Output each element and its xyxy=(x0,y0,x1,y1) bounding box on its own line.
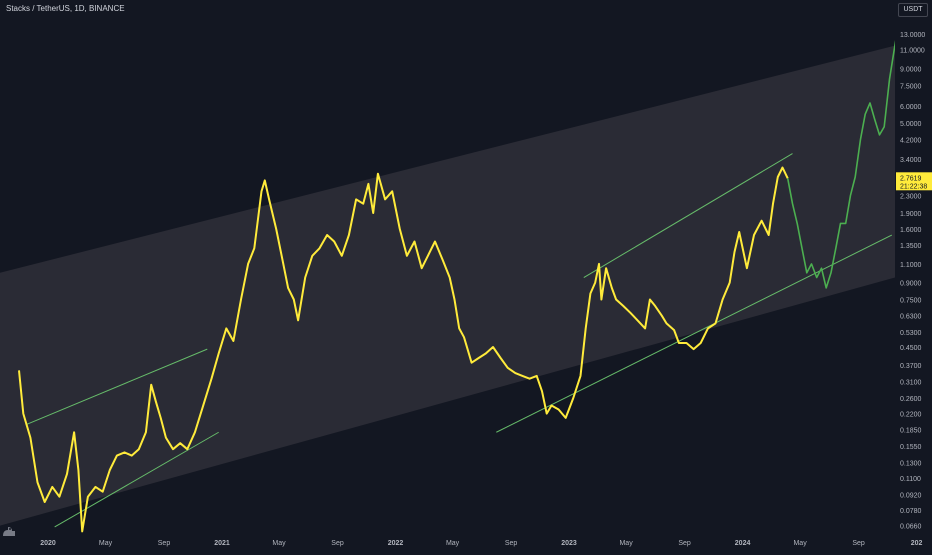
long-term-channel-band xyxy=(0,45,895,526)
y-tick-label: 0.3700 xyxy=(900,363,922,370)
x-tick-label: Sep xyxy=(331,540,344,547)
y-tick-label: 0.1550 xyxy=(900,444,922,451)
price-axis xyxy=(895,0,932,550)
trendline-2023-upper xyxy=(583,153,793,278)
trendline-2020-lower xyxy=(54,431,219,528)
y-tick-label: 0.3100 xyxy=(900,380,922,387)
current-price-label: 2.7619 xyxy=(900,175,922,182)
y-tick-label: 9.0000 xyxy=(900,66,922,73)
x-tick-label: 2020 xyxy=(40,540,56,547)
y-tick-label: 13.0000 xyxy=(900,32,925,39)
chart-title: Stacks / TetherUS, 1D, BINANCE xyxy=(6,4,125,13)
x-tick-label: Sep xyxy=(678,540,691,547)
y-tick-label: 0.1850 xyxy=(900,428,922,435)
x-tick-label: Sep xyxy=(158,540,171,547)
y-tick-label: 0.7500 xyxy=(900,298,922,305)
price-line xyxy=(18,166,789,533)
x-tick-label: 2024 xyxy=(735,540,751,547)
y-tick-label: 0.2200 xyxy=(900,412,922,419)
y-tick-label: 0.5300 xyxy=(900,330,922,337)
y-tick-label: 1.3500 xyxy=(900,243,922,250)
x-tick-label: May xyxy=(446,540,460,547)
x-tick-label: May xyxy=(272,540,286,547)
y-tick-label: 0.6300 xyxy=(900,314,922,321)
x-tick-label: Sep xyxy=(505,540,518,547)
tradingview-logo-icon xyxy=(3,527,15,536)
x-tick-label: Sep xyxy=(852,540,865,547)
y-tick-label: 0.0780 xyxy=(900,508,922,515)
y-tick-label: 11.0000 xyxy=(900,48,925,55)
y-tick-label: 6.0000 xyxy=(900,104,922,111)
y-tick-label: 3.4000 xyxy=(900,157,922,164)
trendline-2023-lower xyxy=(496,234,893,433)
countdown-label: 21:22:38 xyxy=(900,183,927,190)
x-tick-label: 202 xyxy=(911,540,923,547)
y-tick-label: 1.6000 xyxy=(900,227,922,234)
y-tick-label: 0.1100 xyxy=(900,476,921,483)
y-tick-label: 0.9000 xyxy=(900,281,922,288)
y-tick-label: 1.1000 xyxy=(900,262,922,269)
x-tick-label: May xyxy=(619,540,633,547)
y-tick-label: 0.0920 xyxy=(900,493,922,500)
y-tick-label: 0.2600 xyxy=(900,396,922,403)
x-tick-label: 2023 xyxy=(561,540,577,547)
y-tick-label: 0.0660 xyxy=(900,524,922,531)
y-tick-label: 0.4500 xyxy=(900,345,922,352)
currency-button[interactable]: USDT xyxy=(898,3,928,17)
y-tick-label: 2.3000 xyxy=(900,193,922,200)
y-tick-label: 4.2000 xyxy=(900,137,922,144)
x-tick-label: 2022 xyxy=(388,540,404,547)
x-tick-label: May xyxy=(793,540,807,547)
y-tick-label: 1.9000 xyxy=(900,211,922,218)
current-price-badge xyxy=(896,172,932,191)
x-tick-label: 2021 xyxy=(214,540,230,547)
y-tick-label: 5.0000 xyxy=(900,121,922,128)
y-tick-label: 7.5000 xyxy=(900,83,922,90)
trendline-2020-upper xyxy=(25,348,208,426)
x-tick-label: May xyxy=(99,540,113,547)
projection-line xyxy=(786,20,900,289)
y-tick-label: 0.1300 xyxy=(900,461,922,468)
